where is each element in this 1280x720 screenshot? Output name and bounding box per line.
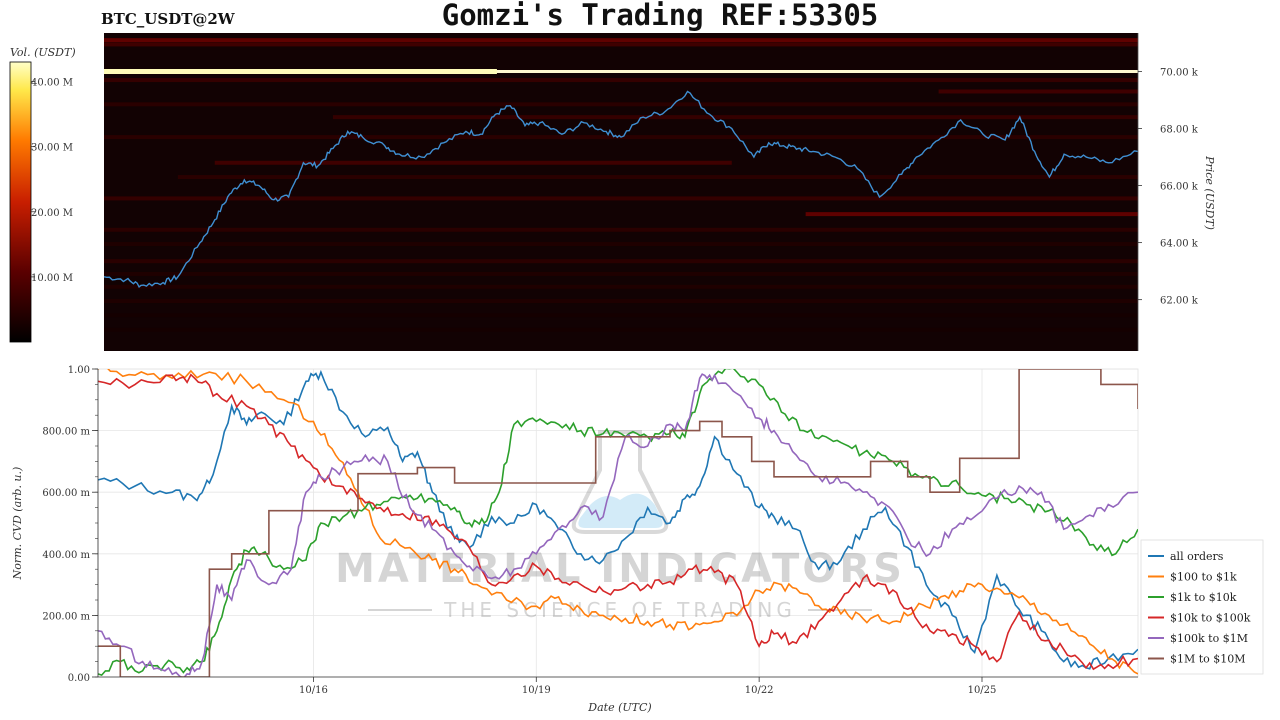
price-tick-label: 62.00 k [1160,296,1199,307]
pair-label: BTC_USDT@2W [101,10,235,28]
x-axis-label: Date (UTC) [587,701,651,714]
cvd-series-line [98,369,1138,670]
colorbar-tick-label: 20.00 M [31,208,73,219]
cvd-y-tick-label: 600.00 m [42,488,90,499]
liquidity-band [104,284,1138,289]
liquidity-band [104,42,1138,47]
colorbar: Vol. (USDT) 40.00 M 30.00 M 20.00 M 10.00 M [9,46,76,343]
price-line [104,90,1138,288]
x-tick-label: 10/19 [522,685,551,696]
liquidity-band [104,38,1138,43]
cvd-y-tick-label: 200.00 m [42,611,90,622]
colorbar-gradient [9,61,32,343]
price-axis-label: Price (USDT) [1203,155,1216,230]
legend: all orders $100 to $1k $1k to $10k $10k to … [1140,539,1264,675]
cvd-y-tick-label: 800.00 m [42,427,90,438]
liquidity-band [214,160,732,165]
cvd-series-line [98,373,1138,671]
cvd-y-tick-label: 1.00 [68,365,90,376]
legend-entry: $100k to $1M [1170,632,1248,645]
price-tick-label: 70.00 k [1160,68,1199,79]
liquidity-band [104,78,1138,83]
x-tick-label: 10/22 [745,685,774,696]
liquidity-band [805,212,1138,217]
x-tick-label: 10/25 [968,685,997,696]
legend-entry: $1k to $10k [1170,591,1237,604]
legend-entry: all orders [1170,550,1224,563]
liquidity-band [177,175,1138,180]
heatmap-panel: 70.00 k 68.00 k 66.00 k 64.00 k 62.00 k Pric… [104,33,1216,351]
liquidity-band [938,89,1138,94]
legend-entry: $1M to $10M [1170,653,1246,666]
liquidity-band [104,227,1138,232]
liquidity-band [332,115,1138,120]
chart-title: Gomzi's Trading REF:53305 [441,0,879,32]
cvd-series-line [98,369,1138,675]
price-tick-label: 68.00 k [1160,125,1199,136]
liquidity-band [104,196,1138,201]
colorbar-tick-label: 30.00 M [31,143,73,154]
colorbar-label: Vol. (USDT) [10,46,76,59]
price-tick-label: 66.00 k [1160,182,1199,193]
liquidity-band [104,327,1138,332]
legend-entry: $10k to $100k [1170,612,1251,625]
liquidity-band [104,242,1138,247]
price-tick-label: 64.00 k [1160,239,1199,250]
cvd-series-line [98,369,1138,677]
cvd-series-line [98,369,1138,677]
liquidity-band [104,313,1138,318]
cvd-y-tick-label: 0.00 [68,673,90,684]
heatmap-background [104,33,1138,351]
colorbar-tick-label: 10.00 M [31,273,73,284]
legend-entry: $100 to $1k [1170,571,1237,584]
liquidity-band [104,271,1138,276]
cvd-panel: MATERIAL INDICATORS THE SCIENCE OF TRADI… [11,365,1139,714]
liquidity-band-hot [104,69,497,75]
liquidity-band [104,299,1138,304]
liquidity-band [104,102,1138,107]
liquidity-band [104,70,1138,74]
liquidity-band [104,259,1138,264]
cvd-y-axis-label: Norm. CVD (arb. u.) [11,467,24,581]
legend-box [1140,539,1264,675]
cvd-series-line [98,373,1138,677]
x-tick-label: 10/16 [299,685,328,696]
colorbar-tick-label: 40.00 M [31,78,73,89]
cvd-y-tick-label: 400.00 m [42,550,90,561]
